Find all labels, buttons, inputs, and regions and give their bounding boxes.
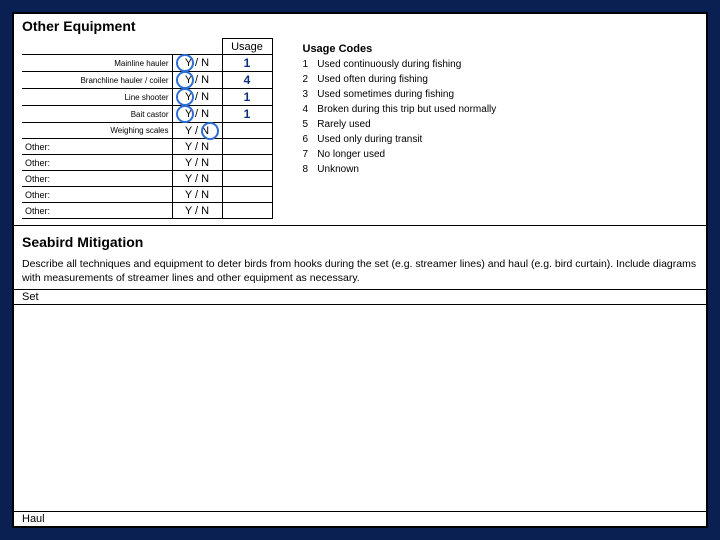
yn-cell[interactable]: Y / N xyxy=(172,139,222,155)
usage-header: Usage xyxy=(222,39,272,55)
usage-value[interactable] xyxy=(222,203,272,219)
usage-value[interactable] xyxy=(222,171,272,187)
table-row: Weighing scales Y / N xyxy=(22,123,272,139)
usage-codes-title: Usage Codes xyxy=(303,42,497,56)
code-row: 7 No longer used xyxy=(303,148,497,161)
usage-codes: Usage Codes 1 Used continuously during f… xyxy=(303,38,497,219)
usage-value[interactable]: 4 xyxy=(222,72,272,89)
code-row: 1 Used continuously during fishing xyxy=(303,58,497,71)
other-label[interactable]: Other: xyxy=(22,171,172,187)
equip-label: Line shooter xyxy=(22,89,172,106)
yn-cell[interactable]: Y / N xyxy=(172,72,222,89)
other-label[interactable]: Other: xyxy=(22,203,172,219)
equipment-area: Usage Mainline hauler Y / N 1 Branchline… xyxy=(14,38,706,219)
other-label[interactable]: Other: xyxy=(22,187,172,203)
yn-cell[interactable]: Y / N xyxy=(172,187,222,203)
table-row: Other: Y / N xyxy=(22,139,272,155)
yn-cell[interactable]: Y / N xyxy=(172,171,222,187)
usage-value[interactable]: 1 xyxy=(222,55,272,72)
code-row: 2 Used often during fishing xyxy=(303,73,497,86)
code-row: 4 Broken during this trip but used norma… xyxy=(303,103,497,116)
yn-cell[interactable]: Y / N xyxy=(172,106,222,123)
set-subheading: Set xyxy=(14,289,706,305)
equip-label: Branchline hauler / coiler xyxy=(22,72,172,89)
table-row: Mainline hauler Y / N 1 xyxy=(22,55,272,72)
yn-cell[interactable]: Y / N xyxy=(172,55,222,72)
code-row: 8 Unknown xyxy=(303,163,497,176)
usage-value[interactable]: 1 xyxy=(222,106,272,123)
haul-subheading: Haul xyxy=(14,511,706,526)
table-row: Other: Y / N xyxy=(22,155,272,171)
other-label[interactable]: Other: xyxy=(22,155,172,171)
table-row: Branchline hauler / coiler Y / N 4 xyxy=(22,72,272,89)
yn-cell[interactable]: Y / N xyxy=(172,155,222,171)
usage-value[interactable] xyxy=(222,123,272,139)
code-row: 3 Used sometimes during fishing xyxy=(303,88,497,101)
seabird-mitigation-section: Seabird Mitigation Describe all techniqu… xyxy=(14,226,706,309)
usage-value[interactable] xyxy=(222,187,272,203)
equip-label: Weighing scales xyxy=(22,123,172,139)
table-row: Line shooter Y / N 1 xyxy=(22,89,272,106)
other-label[interactable]: Other: xyxy=(22,139,172,155)
table-row: Other: Y / N xyxy=(22,187,272,203)
table-row: Other: Y / N xyxy=(22,171,272,187)
seabird-title: Seabird Mitigation xyxy=(22,230,698,254)
code-row: 6 Used only during transit xyxy=(303,133,497,146)
seabird-description: Describe all techniques and equipment to… xyxy=(22,258,698,285)
form-page: Other Equipment Usage Mainline hauler Y … xyxy=(12,12,708,528)
table-row: Other: Y / N xyxy=(22,203,272,219)
yn-cell[interactable]: Y / N xyxy=(172,203,222,219)
yn-cell[interactable]: Y / N xyxy=(172,123,222,139)
equip-label: Mainline hauler xyxy=(22,55,172,72)
equip-label: Bait castor xyxy=(22,106,172,123)
yn-cell[interactable]: Y / N xyxy=(172,89,222,106)
table-row: Bait castor Y / N 1 xyxy=(22,106,272,123)
equipment-table: Usage Mainline hauler Y / N 1 Branchline… xyxy=(22,38,273,219)
usage-value[interactable] xyxy=(222,155,272,171)
other-equipment-title: Other Equipment xyxy=(14,14,706,38)
usage-value[interactable] xyxy=(222,139,272,155)
usage-value[interactable]: 1 xyxy=(222,89,272,106)
code-row: 5 Rarely used xyxy=(303,118,497,131)
